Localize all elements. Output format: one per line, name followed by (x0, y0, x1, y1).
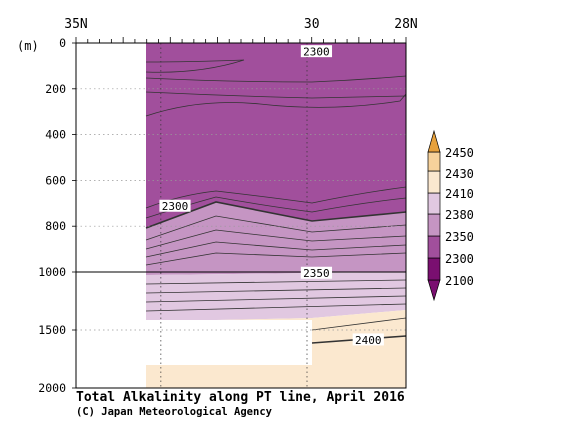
no-data-area (146, 320, 312, 365)
band-2300-2350 (146, 202, 406, 275)
colorbar-triangle-bottom (427, 279, 441, 302)
colorbar-label: 2350 (445, 230, 474, 244)
contour-label-bg (352, 333, 384, 346)
contour-deep-5 (311, 317, 407, 331)
colorbar-label: 2300 (445, 252, 474, 266)
colorbar-box (427, 235, 441, 259)
colorbar-box (427, 170, 441, 194)
contour-deep-4 (145, 303, 407, 312)
contour-lines (76, 59, 407, 344)
colorbar-label: 2380 (445, 208, 474, 222)
contour-deep-3 (145, 295, 407, 303)
contour-label: 2400 (355, 334, 382, 347)
contour-mid-3 (145, 215, 407, 241)
colorbar-box (427, 151, 441, 172)
x-tick-label: 28N (394, 17, 417, 32)
chart-title: Total Alkalinity along PT line, April 20… (76, 390, 405, 405)
y-tick-label: 400 (45, 128, 66, 142)
contour-mid-6 (145, 252, 407, 266)
contour-label-bg (159, 199, 191, 212)
contour-label: 2300 (303, 46, 330, 59)
colorbar-box (427, 257, 441, 281)
y-tick-label: 1000 (38, 265, 66, 279)
chart-credit: (C) Japan Meteorological Agency (76, 406, 272, 418)
contour-label-bg (300, 45, 333, 58)
contour-mid-4 (145, 229, 407, 250)
y-tick-label: 1500 (38, 323, 66, 337)
contour-upper-1 (145, 75, 407, 83)
contour-label: 2300 (162, 200, 189, 213)
x-tick-label: 30 (304, 17, 320, 32)
contour-upper-2 (145, 91, 407, 99)
y-tick-label: 600 (45, 173, 66, 187)
colorbar: 2450 2430 2410 2380 2350 2300 2100 (427, 129, 474, 302)
contour-mid-5 (145, 241, 407, 258)
y-tick-label: 200 (45, 82, 66, 96)
y-tick-label: 0 (59, 36, 66, 50)
contour-label-bg (300, 266, 333, 279)
colorbar-label: 2430 (445, 167, 474, 181)
contour-deep-2 (145, 287, 407, 294)
contour-deep-1 (145, 279, 407, 285)
colorbar-label: 2410 (445, 187, 474, 201)
colorbar-box (427, 192, 441, 215)
y-tick-label: 800 (45, 219, 66, 233)
y-tick-label: 2000 (38, 381, 66, 395)
top-axis-ticks (75, 37, 407, 43)
contour-2300 (145, 201, 407, 229)
contour-label: 2350 (303, 267, 330, 280)
colorbar-box (427, 213, 441, 237)
colorbar-label: 2450 (445, 146, 474, 160)
left-axis-ticks (72, 42, 76, 389)
x-tick-label: 35N (64, 17, 87, 32)
y-unit-label: (m) (17, 39, 39, 53)
colorbar-label: 2100 (445, 274, 474, 288)
contour-upper-3 (145, 93, 407, 117)
band-2100-2300 (146, 43, 406, 228)
contour-upper-closed (145, 59, 245, 73)
colorbar-triangle-top (427, 129, 441, 153)
grid-lines (76, 43, 406, 388)
contour-mid-1 (145, 186, 407, 209)
